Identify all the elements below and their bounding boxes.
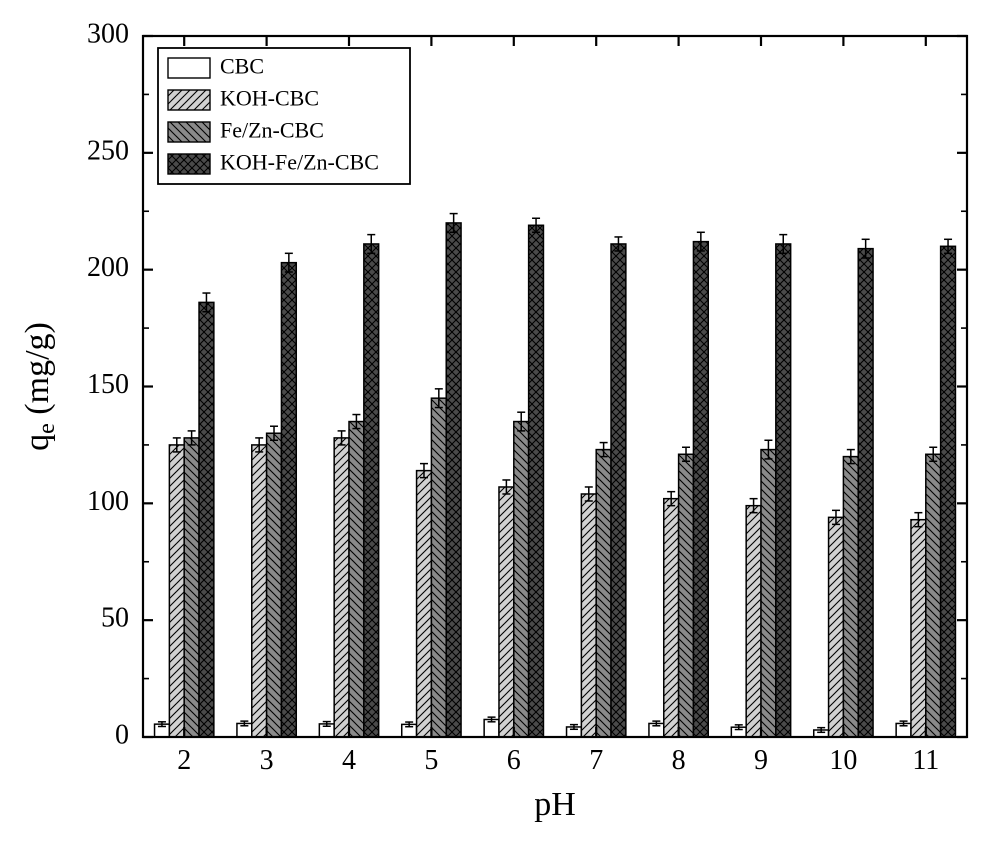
y-tick-label: 100 (87, 486, 129, 517)
bar (761, 450, 776, 737)
bar (941, 246, 956, 737)
x-tick-label: 11 (912, 745, 939, 776)
x-tick-label: 7 (589, 745, 603, 776)
bar (184, 438, 199, 737)
bar (679, 454, 694, 737)
legend-label: Fe/Zn-CBC (220, 118, 324, 143)
x-tick-label: 10 (829, 745, 857, 776)
x-tick-label: 9 (754, 745, 768, 776)
bar (843, 457, 858, 737)
bar (417, 471, 432, 737)
bar (926, 454, 941, 737)
grouped-bar-chart: 0 50 100 150 200 250 300 2 3 4 5 6 7 8 9 10 11 pH qe (mg/g… (0, 0, 1000, 847)
bar (431, 398, 446, 737)
bar (252, 445, 267, 737)
bar (499, 487, 514, 737)
bar (169, 445, 184, 737)
bar (746, 506, 761, 737)
bar (267, 433, 282, 737)
legend-label: KOH-CBC (220, 86, 319, 111)
y-tick-label: 200 (87, 252, 129, 283)
legend-swatch (168, 58, 210, 78)
bar (514, 422, 529, 737)
y-tick-label: 300 (87, 18, 129, 49)
x-tick-label: 2 (177, 745, 191, 776)
x-tick-label: 5 (424, 745, 438, 776)
bar (858, 249, 873, 737)
y-tick-label: 50 (101, 603, 129, 634)
bar (664, 499, 679, 737)
bar (611, 244, 626, 737)
bar (911, 520, 926, 737)
bar (281, 263, 296, 737)
x-tick-label: 3 (260, 745, 274, 776)
x-tick-label: 8 (672, 745, 686, 776)
bar (829, 517, 844, 737)
bar (529, 225, 544, 737)
bar (364, 244, 379, 737)
y-tick-label: 150 (87, 369, 129, 400)
legend: CBC KOH-CBC Fe/Zn-CBC KOH-Fe/Zn-CBC (158, 48, 410, 184)
x-axis-label: pH (534, 786, 576, 823)
bar (334, 438, 349, 737)
x-tick-label: 6 (507, 745, 521, 776)
legend-swatch (168, 90, 210, 110)
y-axis-label: qe (mg/g) (19, 322, 60, 451)
bar (596, 450, 611, 737)
x-tick-label: 4 (342, 745, 356, 776)
legend-swatch (168, 122, 210, 142)
bar (199, 302, 214, 737)
bar (581, 494, 596, 737)
bar (776, 244, 791, 737)
bar (446, 223, 461, 737)
y-tick-label: 0 (115, 719, 129, 750)
bar (349, 422, 364, 737)
legend-label: KOH-Fe/Zn-CBC (220, 150, 379, 175)
legend-swatch (168, 154, 210, 174)
legend-label: CBC (220, 54, 264, 79)
y-tick-label: 250 (87, 135, 129, 166)
bar (693, 242, 708, 737)
svg-text:qe (mg/g): qe (mg/g) (19, 322, 60, 451)
